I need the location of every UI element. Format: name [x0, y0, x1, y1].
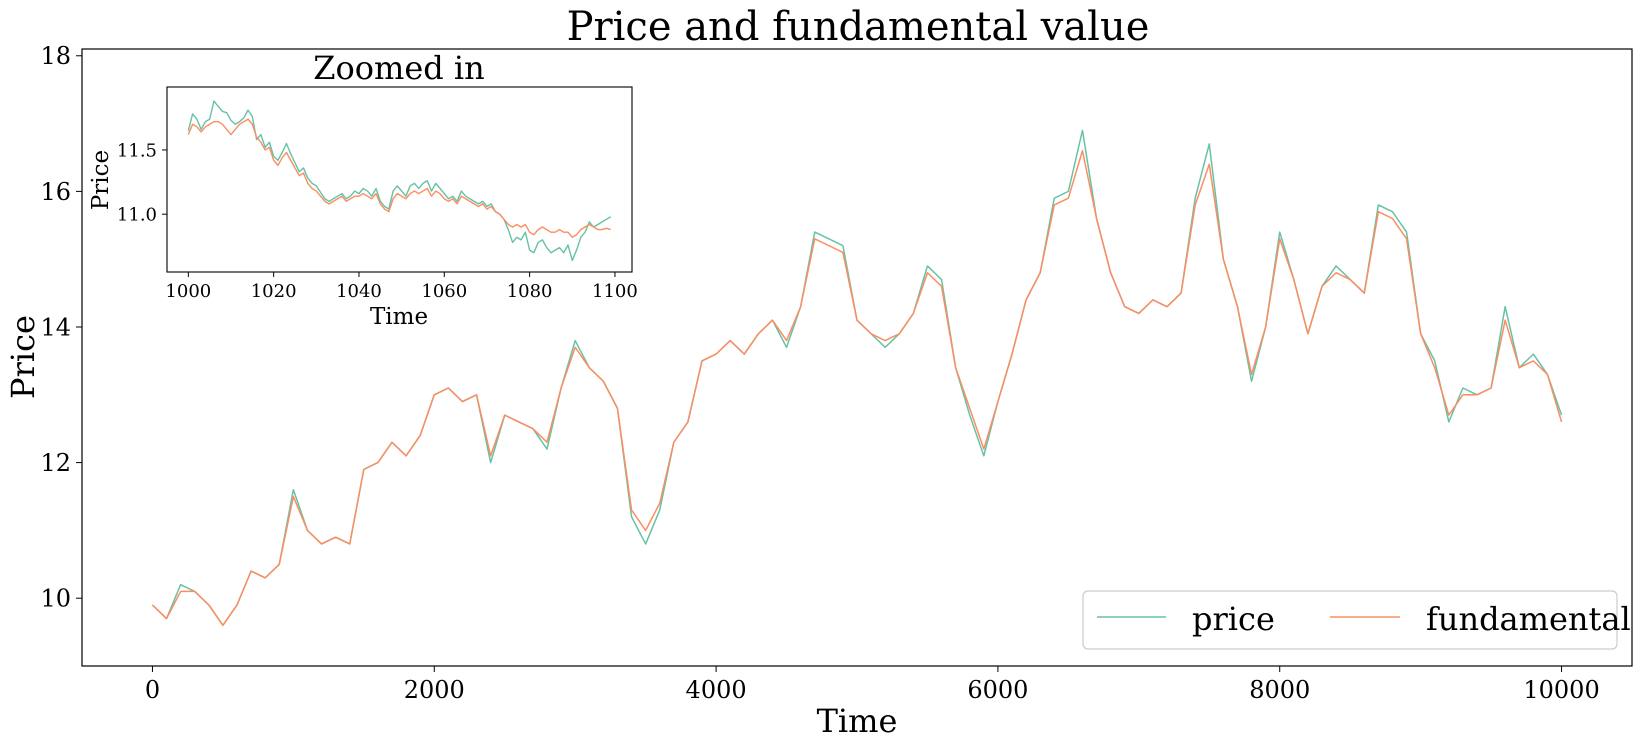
inset-x-tick-label: 1080: [507, 281, 553, 302]
inset-x-axis-label: Time: [370, 304, 428, 330]
inset-plot-frame: [166, 86, 633, 273]
inset-series-fundamental-line: [187, 118, 611, 239]
inset-x-tick-label: 1060: [421, 281, 467, 302]
main-x-tick-label: 10000: [1523, 676, 1599, 704]
main-chart-title: Price and fundamental value: [567, 4, 1150, 50]
main-y-tick-label: 10: [40, 585, 71, 613]
inset-plot-area: [187, 100, 612, 262]
main-x-tick-label: 2000: [404, 676, 465, 704]
inset-x-tick-label: 1020: [251, 281, 297, 302]
main-x-tick-label: 8000: [1249, 676, 1310, 704]
inset-chart-title: Zoomed in: [313, 49, 485, 87]
inset-y-axis: 11.0 11.5: [117, 140, 167, 225]
inset-x-tick-label: 1040: [336, 281, 382, 302]
main-x-tick-label: 4000: [686, 676, 747, 704]
main-x-tick-label: 6000: [967, 676, 1028, 704]
inset-x-tick-label: 1000: [165, 281, 211, 302]
main-y-tick-label: 12: [40, 449, 71, 477]
legend-price-label: price: [1192, 600, 1275, 638]
main-x-tick-label: 0: [145, 676, 160, 704]
main-y-axis: 10 12 14 16 18: [40, 42, 82, 613]
inset-y-axis-label: Price: [88, 150, 114, 210]
inset-x-axis: 1000 1020 1040 1060 1080 1100: [165, 272, 638, 302]
main-y-tick-label: 14: [40, 313, 71, 341]
inset-y-tick-label: 11.5: [117, 140, 157, 161]
inset-background: [167, 87, 632, 272]
legend-fundamental-label: fundamental: [1426, 600, 1631, 638]
inset-chart: Zoomed in 1000 1020 1040 1060 1080 1100 11.01…: [88, 49, 638, 330]
main-chart: Price and fundamental value 0 2000 4000 600…: [4, 4, 1633, 740]
main-x-axis-label: Time: [817, 702, 898, 740]
main-series-fundamental-line: [151, 149, 1563, 627]
legend: price fundamental: [1082, 590, 1631, 650]
main-y-tick-label: 16: [40, 178, 71, 206]
inset-x-tick-label: 1100: [592, 281, 638, 302]
main-y-axis-label: Price: [4, 315, 42, 399]
main-y-tick-label: 18: [40, 42, 71, 70]
main-plot-frame: [81, 48, 1633, 667]
main-plot-area: [151, 129, 1563, 627]
inset-y-tick-label: 11.0: [117, 204, 157, 225]
legend-box: [1082, 590, 1618, 650]
inset-series-price-line: [187, 100, 612, 262]
main-x-axis: 0 2000 4000 6000 8000 10000: [145, 666, 1600, 704]
